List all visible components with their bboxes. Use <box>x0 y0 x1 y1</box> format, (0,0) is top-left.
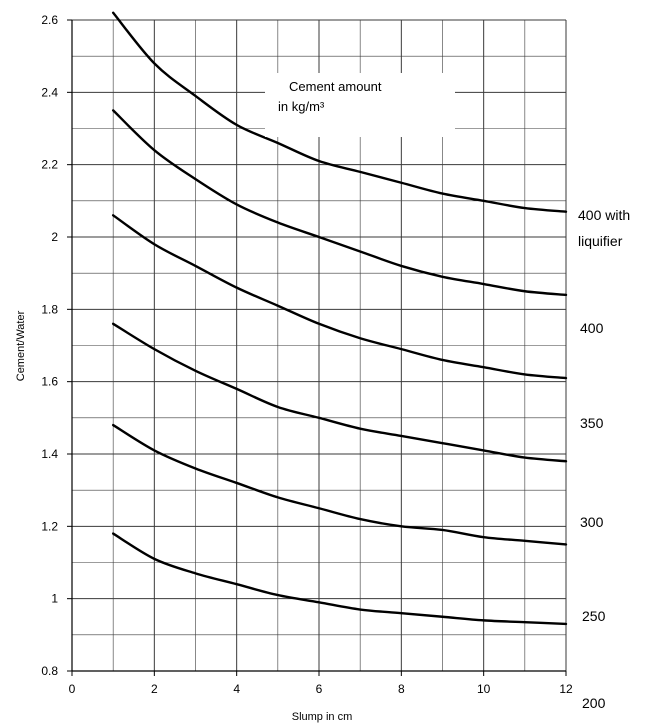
x-tick-label: 12 <box>559 682 573 696</box>
series-line-0 <box>111 11 568 213</box>
series-line-3 <box>111 322 568 463</box>
tick-labels: 0 2 4 6 8 10 12 0.8 1 1.2 1.4 1.6 1.8 2 2.2 2.4 2.6 <box>41 13 573 696</box>
x-tick-label: 4 <box>233 682 240 696</box>
y-tick-label: 1.8 <box>41 302 58 316</box>
x-tick-label: 0 <box>69 682 76 696</box>
series-label-400-liquifier-line2: liquifier <box>578 233 623 249</box>
series-label-400-liquifier-line1: 400 with <box>578 207 630 223</box>
annotation-line-2: in kg/m³ <box>278 99 325 114</box>
y-tick-label: 1 <box>51 592 58 606</box>
y-tick-label: 1.4 <box>41 447 58 461</box>
y-axis-title: Cement/Water <box>15 310 27 381</box>
y-tick-label: 1.6 <box>41 375 58 389</box>
x-tick-label: 10 <box>477 682 491 696</box>
x-tick-label: 6 <box>316 682 323 696</box>
series-label-250: 250 <box>582 608 606 624</box>
y-tick-label: 2 <box>51 230 58 244</box>
series-line-1 <box>111 109 568 297</box>
series-layer <box>111 11 568 626</box>
series-line-4 <box>111 423 568 546</box>
series-label-200: 200 <box>582 695 606 711</box>
y-tick-label: 1.2 <box>41 519 58 533</box>
annotation-line-1: Cement amount <box>289 79 382 94</box>
y-tick-label: 0.8 <box>41 664 58 678</box>
y-tick-label: 2.4 <box>41 85 58 99</box>
series-labels: 400 with liquifier 400 350 300 250 200 <box>578 207 630 711</box>
x-tick-label: 8 <box>398 682 405 696</box>
series-line-2 <box>111 214 568 380</box>
y-tick-label: 2.6 <box>41 13 58 27</box>
x-tick-label: 2 <box>151 682 158 696</box>
series-label-400: 400 <box>580 320 604 336</box>
y-tick-label: 2.2 <box>41 158 58 172</box>
series-line-5 <box>111 532 568 626</box>
series-label-350: 350 <box>580 415 604 431</box>
annotation-box <box>265 73 455 137</box>
series-label-300: 300 <box>580 514 604 530</box>
x-axis-title: Slump in cm <box>292 711 353 723</box>
